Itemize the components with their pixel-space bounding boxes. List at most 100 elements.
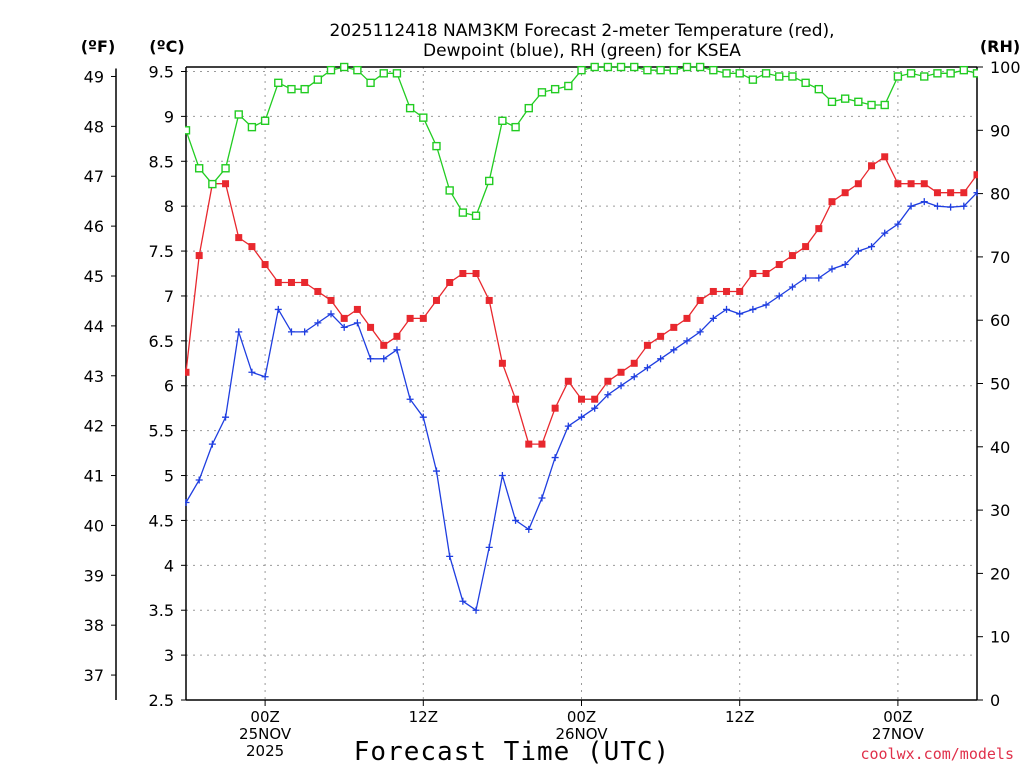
data-point — [353, 65, 362, 75]
celsius-tick-label: 2.5 — [149, 691, 174, 710]
data-point — [775, 292, 783, 300]
data-point — [960, 189, 968, 197]
data-point — [577, 65, 586, 75]
rh-tick-label: 20 — [990, 564, 1010, 583]
series-1 — [185, 189, 978, 614]
data-point — [854, 247, 862, 255]
data-point — [749, 270, 757, 278]
celsius-tick-label: 4.5 — [149, 511, 174, 530]
data-point — [881, 153, 889, 161]
data-point — [933, 189, 941, 197]
fahrenheit-unit-label: (ºF) — [81, 37, 116, 56]
data-point — [340, 323, 348, 331]
data-point — [525, 525, 533, 533]
data-point — [327, 296, 335, 304]
data-point — [353, 319, 361, 327]
data-point — [815, 274, 823, 282]
data-point — [419, 314, 427, 322]
data-point — [893, 72, 903, 81]
data-point — [208, 179, 217, 189]
fahrenheit-tick-label: 37 — [84, 666, 104, 685]
data-point — [604, 391, 612, 399]
data-point — [802, 243, 810, 251]
data-point — [604, 377, 612, 385]
data-point — [630, 373, 638, 381]
data-point — [208, 440, 216, 448]
data-point — [657, 355, 665, 363]
data-point — [814, 84, 823, 94]
data-point — [696, 296, 704, 304]
data-point — [972, 69, 978, 78]
data-point — [723, 287, 731, 295]
data-point — [419, 113, 428, 122]
data-point — [471, 211, 481, 220]
celsius-tick-label: 7 — [164, 287, 174, 306]
data-point — [551, 404, 559, 412]
data-point — [340, 314, 348, 322]
data-point — [960, 202, 968, 210]
rh-tick-label: 50 — [990, 375, 1010, 394]
data-point — [406, 314, 414, 322]
data-point — [366, 78, 375, 88]
rh-tick-label: 70 — [990, 248, 1010, 267]
data-point — [185, 126, 191, 135]
data-point — [458, 208, 468, 217]
data-point — [247, 122, 257, 132]
data-point — [301, 278, 309, 286]
data-point — [248, 368, 256, 376]
data-point — [840, 94, 850, 103]
data-point — [630, 359, 638, 367]
data-point — [670, 323, 678, 331]
celsius-tick-label: 9.5 — [149, 62, 174, 81]
data-point — [868, 243, 876, 251]
data-point — [920, 72, 929, 81]
rh-tick-label: 90 — [990, 121, 1010, 140]
data-point — [446, 552, 454, 560]
fahrenheit-tick-label: 40 — [84, 516, 104, 535]
data-point — [524, 103, 533, 113]
data-point — [907, 202, 915, 210]
data-point — [828, 198, 836, 206]
data-point — [367, 323, 375, 331]
data-point — [841, 261, 849, 269]
data-point — [643, 364, 651, 372]
data-point — [472, 270, 480, 278]
data-point — [380, 341, 388, 349]
data-point — [827, 97, 837, 107]
data-point — [185, 498, 190, 506]
data-point — [854, 180, 862, 188]
x-tick-label: 00Z — [883, 708, 912, 726]
fahrenheit-tick-label: 39 — [84, 566, 104, 585]
data-point — [854, 97, 863, 107]
data-point — [432, 296, 440, 304]
fahrenheit-tick-label: 48 — [84, 117, 104, 136]
x-tick-label: 27NOV — [872, 725, 925, 743]
data-point — [353, 305, 361, 313]
data-point — [591, 404, 599, 412]
data-point — [920, 180, 928, 188]
data-point — [709, 314, 717, 322]
data-point — [788, 72, 797, 81]
celsius-tick-label: 3.5 — [149, 601, 174, 620]
data-point — [788, 283, 796, 291]
data-point — [274, 278, 282, 286]
data-point — [617, 382, 625, 390]
data-point — [894, 220, 902, 228]
data-point — [735, 69, 744, 78]
data-point — [485, 296, 493, 304]
data-point — [234, 110, 243, 119]
data-point — [762, 301, 770, 309]
data-point — [907, 180, 915, 188]
data-point — [301, 328, 309, 336]
data-point — [616, 62, 626, 72]
data-point — [300, 84, 309, 94]
celsius-tick-label: 8.5 — [149, 152, 174, 171]
data-point — [222, 413, 230, 421]
rh-tick-label: 30 — [990, 501, 1010, 520]
data-point — [788, 252, 796, 260]
data-point — [947, 203, 955, 211]
data-point — [326, 65, 336, 75]
celsius-tick-label: 8 — [164, 197, 174, 216]
credit-label: coolwx.com/models — [860, 745, 1014, 763]
